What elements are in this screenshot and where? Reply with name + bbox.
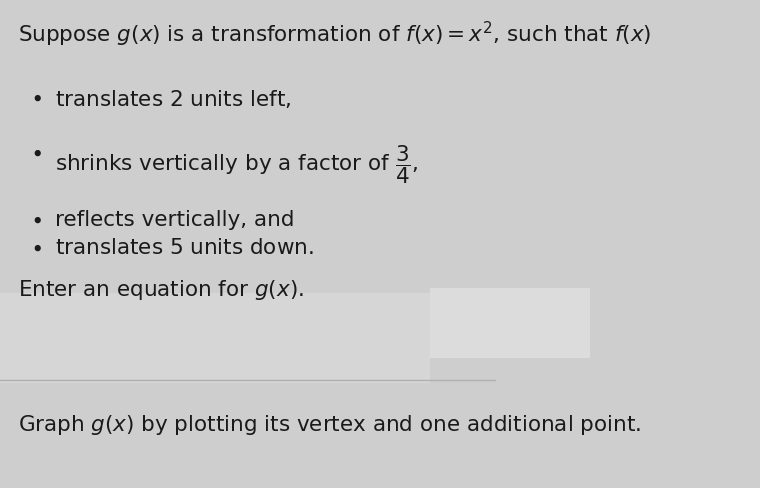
Text: translates $2$ units left,: translates $2$ units left, xyxy=(55,88,291,110)
Text: reflects vertically, and: reflects vertically, and xyxy=(55,210,295,230)
Text: translates $5$ units down.: translates $5$ units down. xyxy=(55,238,314,258)
FancyBboxPatch shape xyxy=(430,288,590,358)
Text: $\bullet$: $\bullet$ xyxy=(30,210,42,230)
Text: Enter an equation for $g(x)$.: Enter an equation for $g(x)$. xyxy=(18,278,304,302)
Text: $\bullet$: $\bullet$ xyxy=(30,238,42,258)
Text: Graph $g(x)$ by plotting its vertex and one additional point.: Graph $g(x)$ by plotting its vertex and … xyxy=(18,413,641,437)
FancyBboxPatch shape xyxy=(0,293,430,383)
Text: shrinks vertically by a factor of $\dfrac{3}{4}$,: shrinks vertically by a factor of $\dfra… xyxy=(55,143,418,186)
Text: $\bullet$: $\bullet$ xyxy=(30,88,42,108)
Text: Suppose $g(x)$ is a transformation of $f(x) = x^2$, such that $f(x)$: Suppose $g(x)$ is a transformation of $f… xyxy=(18,20,651,49)
Text: $\bullet$: $\bullet$ xyxy=(30,143,42,163)
